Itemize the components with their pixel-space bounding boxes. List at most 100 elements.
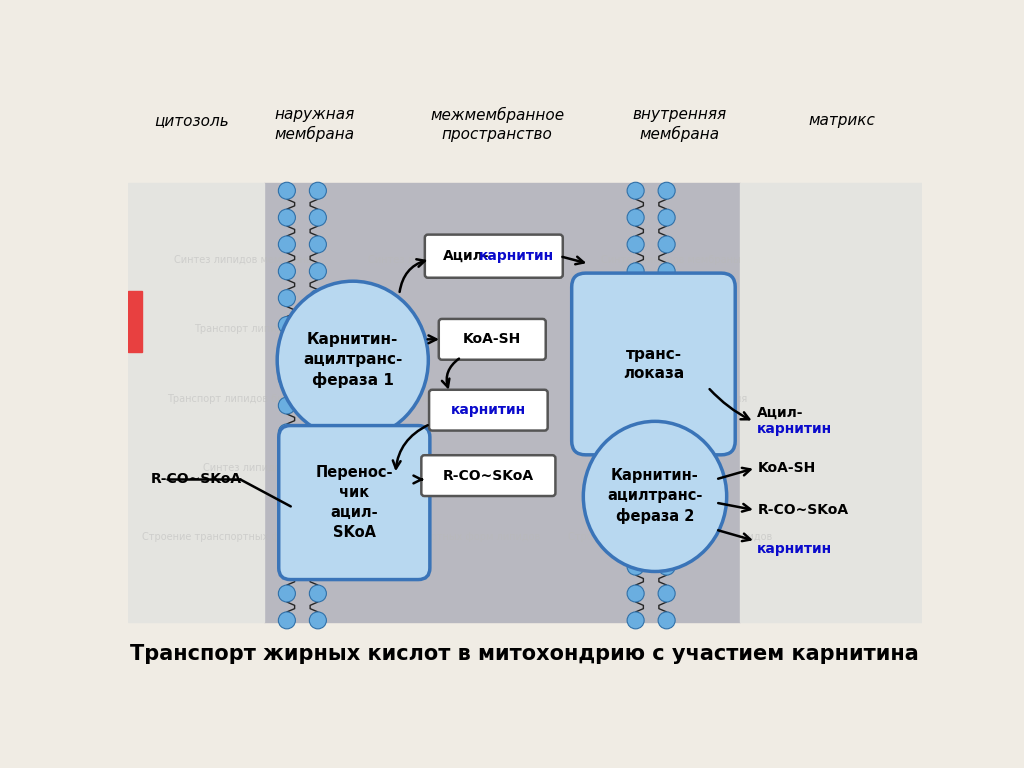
Circle shape [627,209,644,226]
Circle shape [658,397,675,414]
Text: Транспорт липидов: Транспорт липидов [194,324,295,334]
Text: Синтез липидов мембраны: Синтез липидов мембраны [601,255,740,265]
Circle shape [658,209,675,226]
Text: внутренняя
мембрана: внутренняя мембрана [633,107,727,142]
Text: Карнитин-
ацилтранс-
фераза 2: Карнитин- ацилтранс- фераза 2 [607,468,702,525]
Circle shape [309,451,327,468]
Circle shape [309,343,327,360]
Circle shape [627,424,644,441]
Bar [128,291,142,353]
Text: карнитин: карнитин [451,403,526,417]
Circle shape [658,478,675,495]
Circle shape [658,182,675,199]
Text: Строение транспортных форм липидов: Строение транспортных форм липидов [336,532,540,542]
Circle shape [279,612,295,629]
FancyBboxPatch shape [279,425,430,580]
Circle shape [279,531,295,548]
Circle shape [279,182,295,199]
Circle shape [658,612,675,629]
Text: KoA-SH: KoA-SH [463,333,521,346]
FancyBboxPatch shape [421,455,555,496]
Circle shape [658,316,675,333]
Circle shape [658,558,675,575]
Text: Строение транспортных форм липидов: Строение транспортных форм липидов [568,532,773,542]
Text: цитозоль: цитозоль [155,113,228,127]
Text: Карнитин-
ацилтранс-
фераза 1: Карнитин- ацилтранс- фераза 1 [303,332,402,388]
Circle shape [279,290,295,306]
Circle shape [279,263,295,280]
FancyBboxPatch shape [438,319,546,359]
FancyBboxPatch shape [429,390,548,431]
Circle shape [279,505,295,521]
Circle shape [627,370,644,387]
Circle shape [279,451,295,468]
Circle shape [309,263,327,280]
Circle shape [309,558,327,575]
Circle shape [309,209,327,226]
Circle shape [309,290,327,306]
Circle shape [658,236,675,253]
Text: Транспорт липидов биохимия: Транспорт липидов биохимия [167,394,322,404]
Text: Ацил-: Ацил- [758,406,804,419]
Text: карнитин: карнитин [758,422,833,436]
Circle shape [309,478,327,495]
Circle shape [279,585,295,602]
Text: Строение транспортных форм липидов: Строение транспортных форм липидов [142,532,346,542]
Circle shape [309,316,327,333]
Text: Транспорт липидов биохимия: Транспорт липидов биохимия [593,394,748,404]
Circle shape [627,612,644,629]
Text: Транспорт жирных кислот в митохондрию с участием карнитина: Транспорт жирных кислот в митохондрию с … [130,644,920,664]
Text: Транспорт липидов: Транспорт липидов [620,324,721,334]
Text: Перенос-
чик
ацил-
SKoA: Перенос- чик ацил- SKoA [315,465,393,540]
Circle shape [627,182,644,199]
Circle shape [279,370,295,387]
Circle shape [627,451,644,468]
Circle shape [309,612,327,629]
Circle shape [627,478,644,495]
Circle shape [627,316,644,333]
Circle shape [279,478,295,495]
Text: Синтез липидов: Синтез липидов [629,463,712,473]
Circle shape [658,343,675,360]
Circle shape [279,343,295,360]
Bar [128,183,263,622]
Circle shape [309,424,327,441]
Ellipse shape [278,281,428,439]
Text: R-CO~SKoA: R-CO~SKoA [442,468,534,482]
Text: R-CO~SKoA: R-CO~SKoA [152,472,243,486]
Circle shape [658,290,675,306]
Circle shape [658,505,675,521]
Text: карнитин: карнитин [479,249,554,263]
Circle shape [627,531,644,548]
Text: Синтез липидов: Синтез липидов [396,463,479,473]
Circle shape [658,585,675,602]
Text: KoA-SH: KoA-SH [758,461,815,475]
Text: Ацил-: Ацил- [443,249,489,263]
Text: Синтез липидов мембраны: Синтез липидов мембраны [368,255,508,265]
Circle shape [309,236,327,253]
Circle shape [279,424,295,441]
Circle shape [658,531,675,548]
Bar [740,183,922,622]
Text: Транспорт липидов биохимия: Транспорт липидов биохимия [360,394,515,404]
Circle shape [627,263,644,280]
Circle shape [658,451,675,468]
Text: R-CO~SKoA: R-CO~SKoA [758,503,849,518]
Circle shape [627,585,644,602]
Circle shape [279,236,295,253]
Circle shape [658,370,675,387]
Text: матрикс: матрикс [809,113,876,127]
FancyBboxPatch shape [571,273,735,455]
Circle shape [279,397,295,414]
Text: транс-
локаза: транс- локаза [623,346,684,382]
Text: карнитин: карнитин [758,541,833,556]
Circle shape [658,263,675,280]
Text: межмембранное
пространство: межмембранное пространство [430,107,564,142]
Bar [263,183,740,622]
Circle shape [309,505,327,521]
Circle shape [279,558,295,575]
Circle shape [309,397,327,414]
Circle shape [309,531,327,548]
Circle shape [279,316,295,333]
FancyBboxPatch shape [425,234,563,278]
